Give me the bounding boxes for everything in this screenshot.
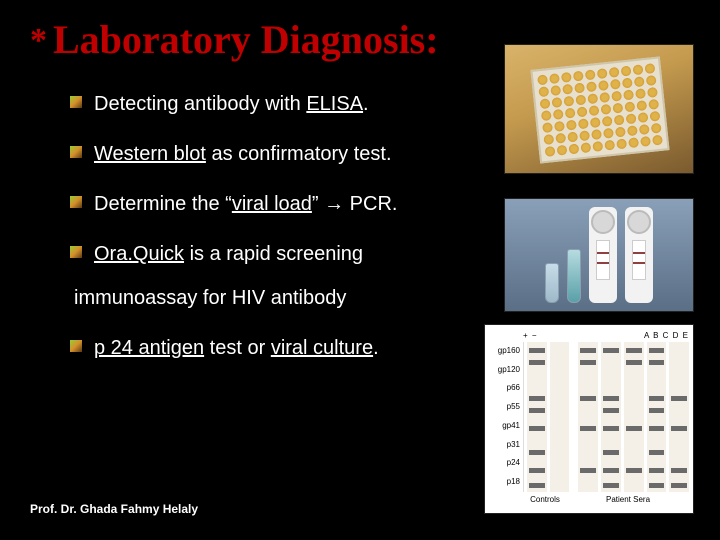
blot-body: gp160 gp120 p66 p55 gp41 p31 p24 p18	[489, 342, 689, 492]
list-item-text: Determine the “viral load” → PCR.	[94, 190, 397, 218]
list-item: Determine the “viral load” → PCR.	[70, 190, 470, 218]
list-item-text: Ora.Quick is a rapid screening	[94, 240, 363, 268]
list-item-text: Detecting antibody with ELISA.	[94, 90, 369, 118]
title-asterisk: *	[30, 24, 47, 58]
blot-lane	[647, 342, 667, 492]
blot-band	[603, 396, 619, 401]
list-item-continuation: immunoassay for HIV antibody	[74, 284, 470, 312]
list-item: Ora.Quick is a rapid screening	[70, 240, 470, 268]
blot-row-label: p18	[489, 477, 520, 486]
slide-title: Laboratory Diagnosis:	[53, 20, 439, 60]
elisa-plate-image	[504, 44, 694, 174]
blot-header: + − A B C D E	[523, 331, 689, 340]
blot-band	[580, 360, 596, 365]
blot-band	[580, 348, 596, 353]
blot-band	[529, 450, 545, 455]
blot-band	[529, 360, 545, 365]
blot-row-label: gp120	[489, 365, 520, 374]
blot-band	[671, 396, 687, 401]
list-item: Detecting antibody with ELISA.	[70, 90, 470, 118]
result-window	[596, 240, 610, 280]
blot-band	[603, 348, 619, 353]
blot-lane	[527, 342, 547, 492]
blot-band	[649, 408, 665, 413]
blot-band	[603, 483, 619, 488]
blot-band	[626, 426, 642, 431]
blot-band	[626, 468, 642, 473]
blot-header-controls: + −	[523, 331, 538, 340]
result-window	[632, 240, 646, 280]
blot-lane	[578, 342, 598, 492]
bullet-list: Detecting antibody with ELISA. Western bl…	[70, 90, 470, 362]
blot-band	[626, 348, 642, 353]
blot-band	[603, 450, 619, 455]
blot-row-labels: gp160 gp120 p66 p55 gp41 p31 p24 p18	[489, 342, 523, 492]
blot-band	[649, 483, 665, 488]
collection-tube	[545, 263, 559, 303]
western-blot-image: + − A B C D E gp160 gp120 p66 p55 gp41 p31 p24…	[484, 324, 694, 514]
blot-lane	[601, 342, 621, 492]
blot-row-label: p31	[489, 440, 520, 449]
elisa-well-grid	[530, 56, 669, 163]
blot-row-label: p24	[489, 458, 520, 467]
blot-band	[529, 468, 545, 473]
blot-lanes	[523, 342, 689, 492]
blot-band	[671, 426, 687, 431]
blot-band	[580, 426, 596, 431]
blot-band	[603, 408, 619, 413]
oraquick-image	[504, 198, 694, 312]
list-item: p 24 antigen test or viral culture.	[70, 334, 470, 362]
bullet-icon	[70, 246, 82, 258]
bullet-icon	[70, 340, 82, 352]
blot-row-label: p66	[489, 383, 520, 392]
blot-row-label: gp41	[489, 421, 520, 430]
footer-author: Prof. Dr. Ghada Fahmy Helaly	[30, 502, 198, 516]
blot-header-patient: A B C D E	[644, 331, 689, 340]
blot-band	[603, 426, 619, 431]
blot-band	[626, 360, 642, 365]
blot-band	[529, 483, 545, 488]
blot-band	[529, 348, 545, 353]
oraquick-device	[589, 207, 617, 303]
blot-band	[529, 408, 545, 413]
blot-band	[671, 468, 687, 473]
blot-band	[580, 396, 596, 401]
oraquick-device	[625, 207, 653, 303]
blot-band	[580, 468, 596, 473]
blot-lane	[550, 342, 570, 492]
blot-band	[649, 360, 665, 365]
collection-tube	[567, 249, 581, 303]
blot-band	[603, 468, 619, 473]
blot-band	[671, 483, 687, 488]
blot-lane	[624, 342, 644, 492]
blot-footer-patient: Patient Sera	[567, 495, 689, 504]
blot-footer-controls: Controls	[523, 495, 567, 504]
blot-band	[649, 468, 665, 473]
blot-footer: Controls Patient Sera	[523, 495, 689, 504]
blot-band	[649, 348, 665, 353]
list-item-text: Western blot as confirmatory test.	[94, 140, 392, 168]
list-item: Western blot as confirmatory test.	[70, 140, 470, 168]
device-pad	[627, 210, 651, 234]
bullet-icon	[70, 196, 82, 208]
blot-band	[649, 450, 665, 455]
device-pad	[591, 210, 615, 234]
bullet-icon	[70, 96, 82, 108]
blot-band	[649, 426, 665, 431]
slide: * Laboratory Diagnosis: Detecting antibo…	[0, 0, 720, 540]
blot-lane	[669, 342, 689, 492]
list-item-text: p 24 antigen test or viral culture.	[94, 334, 379, 362]
blot-band	[529, 396, 545, 401]
blot-row-label: gp160	[489, 346, 520, 355]
bullet-icon	[70, 146, 82, 158]
blot-band	[529, 426, 545, 431]
blot-row-label: p55	[489, 402, 520, 411]
blot-band	[649, 396, 665, 401]
